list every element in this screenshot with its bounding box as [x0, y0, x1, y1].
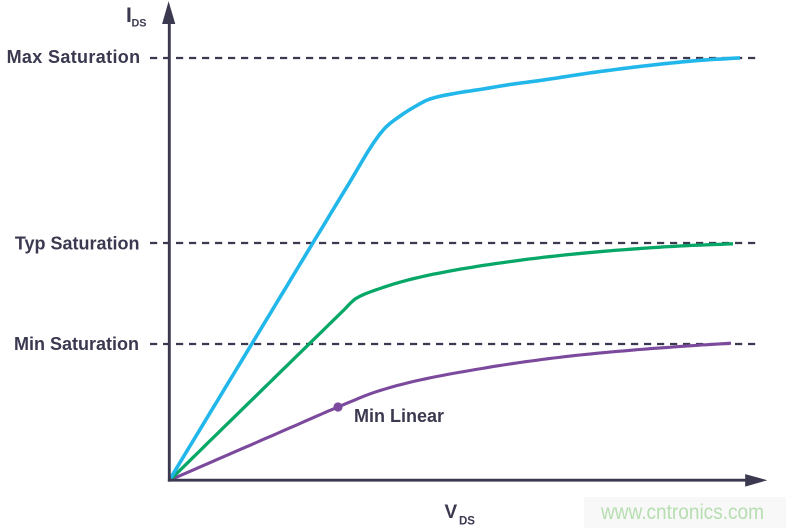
svg-text:Min Linear: Min Linear [354, 406, 444, 426]
svg-text:V: V [445, 502, 458, 523]
svg-text:Max Saturation: Max Saturation [7, 47, 141, 67]
svg-text:Typ Saturation: Typ Saturation [15, 234, 140, 254]
svg-text:DS: DS [132, 18, 147, 30]
svg-text:Min Saturation: Min Saturation [14, 334, 139, 354]
svg-text:I: I [126, 4, 132, 27]
svg-text:www.cntronics.com: www.cntronics.com [600, 501, 764, 524]
svg-text:DS: DS [459, 515, 475, 527]
